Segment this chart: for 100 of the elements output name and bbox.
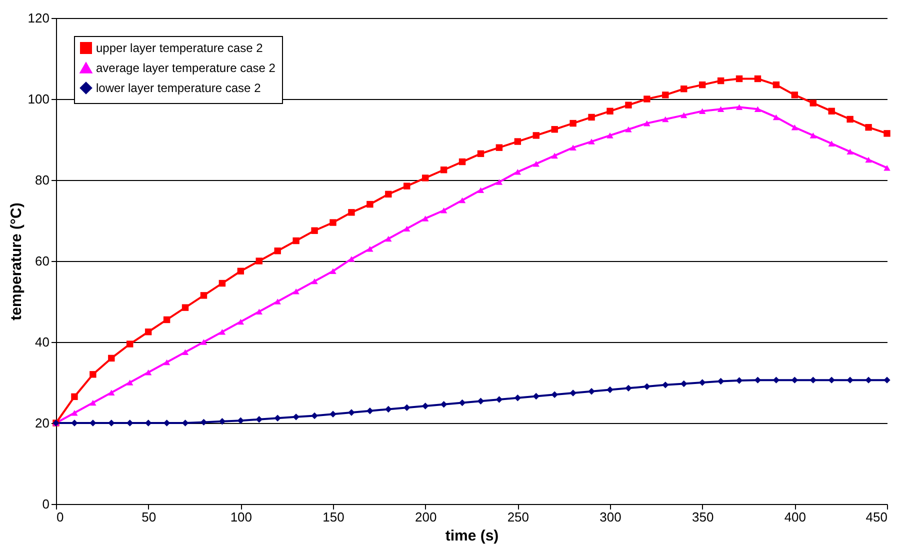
point xyxy=(698,379,706,386)
point xyxy=(606,108,614,115)
point xyxy=(846,116,854,123)
point xyxy=(736,377,743,384)
point xyxy=(772,114,780,120)
point xyxy=(496,144,503,151)
x-tick-label: 50 xyxy=(142,510,156,524)
point xyxy=(551,152,558,159)
x-tick-label: 400 xyxy=(784,510,806,524)
point xyxy=(163,316,170,324)
point xyxy=(828,108,835,115)
point xyxy=(144,328,152,336)
x-tick-label: 150 xyxy=(322,510,344,524)
point xyxy=(182,304,189,311)
point xyxy=(772,376,780,384)
point xyxy=(884,376,890,384)
point xyxy=(218,418,226,425)
point xyxy=(385,190,392,198)
point xyxy=(126,380,134,386)
point xyxy=(90,400,96,406)
point xyxy=(458,158,466,166)
point xyxy=(532,392,540,400)
point xyxy=(90,371,96,378)
point xyxy=(717,378,724,385)
point xyxy=(218,280,226,287)
point xyxy=(200,339,208,345)
point xyxy=(71,393,78,400)
point xyxy=(385,236,392,242)
point xyxy=(200,292,208,299)
point xyxy=(588,388,595,395)
point xyxy=(810,376,816,384)
point xyxy=(680,86,688,92)
point xyxy=(625,384,632,392)
point xyxy=(311,278,318,284)
x-tick-label: 0 xyxy=(56,510,64,524)
point xyxy=(218,328,226,335)
point xyxy=(754,376,762,384)
point xyxy=(810,132,816,138)
point xyxy=(440,207,448,214)
y-tick-label: 80 xyxy=(35,172,50,188)
point xyxy=(680,380,688,388)
point xyxy=(348,409,355,416)
point xyxy=(588,138,595,144)
point xyxy=(477,187,484,194)
point xyxy=(237,318,244,325)
point xyxy=(865,376,872,384)
point xyxy=(237,268,244,274)
point xyxy=(458,197,466,204)
point xyxy=(330,268,336,274)
point xyxy=(884,130,890,137)
point xyxy=(144,369,152,376)
point xyxy=(570,120,576,127)
point xyxy=(865,124,872,131)
point xyxy=(698,81,706,88)
point xyxy=(514,138,522,145)
point xyxy=(828,376,835,384)
point xyxy=(644,120,650,126)
point xyxy=(108,354,115,362)
point xyxy=(625,102,632,108)
x-axis-title: time (s) xyxy=(445,528,499,544)
legend-label: average layer temperature case 2 xyxy=(96,61,276,75)
point xyxy=(477,398,484,404)
point xyxy=(865,156,872,163)
point xyxy=(126,340,134,348)
x-tick-label: 350 xyxy=(692,510,714,524)
point xyxy=(274,248,281,254)
y-tick-label: 0 xyxy=(42,496,50,512)
point xyxy=(514,168,522,175)
point xyxy=(274,298,281,304)
point xyxy=(551,391,558,398)
point xyxy=(292,414,300,420)
point xyxy=(588,114,595,121)
point xyxy=(846,148,854,155)
point xyxy=(422,402,429,410)
point xyxy=(644,383,650,390)
point xyxy=(754,106,762,112)
point xyxy=(404,182,410,190)
point xyxy=(348,256,355,262)
y-axis-title: temperature (°C) xyxy=(8,202,25,320)
point xyxy=(828,140,835,146)
point xyxy=(274,414,281,422)
x-tick-label: 450 xyxy=(866,510,888,524)
point xyxy=(532,132,540,139)
y-tick-label: 60 xyxy=(35,254,50,268)
point xyxy=(366,200,374,208)
point xyxy=(404,404,410,411)
point xyxy=(717,106,724,112)
x-tick-label: 300 xyxy=(600,510,622,524)
point xyxy=(330,410,336,418)
legend-label: upper layer temperature case 2 xyxy=(96,41,264,55)
point xyxy=(606,132,614,138)
point xyxy=(606,386,614,394)
point xyxy=(772,81,780,88)
x-tick-label: 100 xyxy=(230,510,252,524)
point xyxy=(440,166,448,174)
point xyxy=(126,420,134,426)
point xyxy=(736,75,743,82)
point xyxy=(108,420,115,426)
point xyxy=(366,246,374,252)
point xyxy=(422,174,429,182)
